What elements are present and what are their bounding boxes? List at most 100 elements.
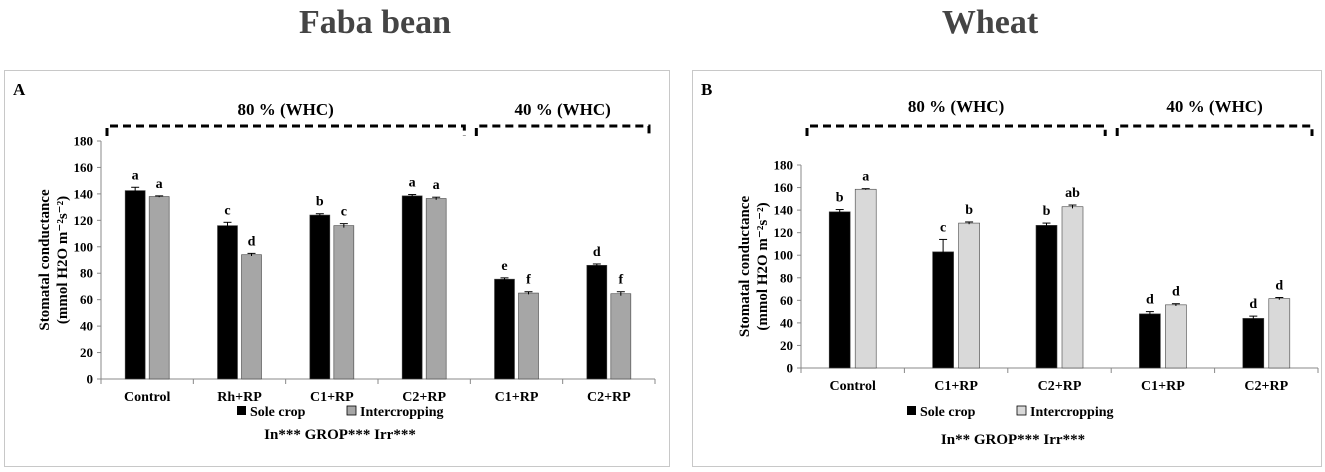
y-tick-label: 80: [780, 270, 793, 285]
x-tick-label: Control: [829, 379, 876, 394]
significance-letter: a: [409, 176, 416, 191]
y-axis-label-line1: Stomatal conductance: [737, 196, 753, 338]
y-tick-label: 160: [774, 180, 794, 195]
y-axis-label-line2: (mmol H2O m⁻²s⁻²): [755, 202, 771, 330]
y-tick-label: 100: [774, 248, 794, 263]
x-tick-label: Control: [124, 390, 171, 405]
y-tick-label: 40: [780, 315, 793, 330]
bar-sole-crop: [494, 278, 515, 380]
group-label: 80 % (WHC): [908, 97, 1004, 116]
bar-sole-crop: [828, 211, 851, 369]
significance-letter: f: [526, 273, 531, 288]
group-bracket: [474, 124, 651, 136]
chart-a: A 0 20 40 60 80 100 120 140 160 180 Stomatal conduc…: [13, 80, 656, 443]
bar-intercropping: [1165, 304, 1187, 369]
x-tick-label: C2+RP: [402, 390, 446, 405]
panel-b: B 0 20 40 60 80 100 120 140 160 180 Stomatal conduc…: [692, 70, 1322, 467]
faba-bean-title: Faba bean: [298, 4, 452, 41]
significance-letter: ab: [1065, 186, 1080, 201]
significance-letter: c: [341, 205, 347, 220]
y-tick-label: 0: [787, 361, 794, 376]
y-tick-label: 140: [774, 203, 794, 218]
x-tick-label: C2+RP: [1038, 379, 1082, 394]
bar-intercropping: [610, 293, 632, 380]
y-tick-label: 60: [80, 292, 93, 307]
legend-swatch-intercropping: [346, 405, 357, 416]
bar-sole-crop: [1242, 318, 1265, 369]
stats-note: In** GROP*** Irr***: [941, 432, 1085, 448]
y-tick-label: 20: [80, 345, 93, 360]
panel-label: B: [701, 80, 712, 99]
bar-intercropping: [1061, 206, 1084, 369]
significance-letter: a: [433, 178, 440, 193]
x-tick-label: Rh+RP: [217, 390, 262, 405]
significance-letter: d: [1275, 279, 1283, 294]
legend-swatch-sole-crop: [237, 406, 246, 415]
significance-letter: e: [501, 259, 507, 274]
panel-label: A: [13, 80, 26, 99]
bar-sole-crop: [401, 195, 423, 380]
x-tick-label: C1+RP: [310, 390, 354, 405]
bar-sole-crop: [124, 190, 146, 380]
bar-intercropping: [518, 292, 539, 380]
significance-letter: d: [593, 245, 601, 260]
significance-letter: f: [618, 273, 623, 288]
group-label: 80 % (WHC): [238, 100, 334, 119]
legend-label-sole-crop: Sole crop: [920, 405, 976, 420]
bar-intercropping: [148, 196, 170, 380]
significance-letter: c: [940, 220, 946, 235]
x-tick-label: C1+RP: [934, 379, 978, 394]
y-tick-label: 80: [80, 266, 93, 281]
x-tick-label: C2+RP: [587, 390, 631, 405]
legend-swatch-sole-crop: [907, 406, 916, 415]
y-tick-label: 0: [87, 372, 94, 387]
group-label: 40 % (WHC): [515, 100, 611, 119]
significance-letter: a: [156, 177, 163, 192]
y-axis-label-line2: (mmol H2O m⁻²s⁻²): [55, 196, 71, 324]
y-tick-label: 140: [74, 186, 94, 201]
significance-letter: b: [1043, 204, 1051, 219]
bar-sole-crop: [217, 225, 238, 380]
wheat-title: Wheat: [941, 4, 1039, 41]
y-tick-label: 120: [74, 213, 94, 228]
bar-sole-crop: [586, 264, 608, 380]
bar-intercropping: [854, 188, 877, 369]
significance-letter: d: [248, 234, 256, 249]
significance-letter: b: [836, 191, 844, 206]
panel-a: A 0 20 40 60 80 100 120 140 160 180 Stomatal conduc…: [4, 70, 670, 467]
significance-letter: b: [316, 195, 324, 210]
bar-sole-crop: [1035, 225, 1058, 369]
stats-note: In*** GROP*** Irr***: [264, 427, 416, 443]
bar-sole-crop: [1139, 313, 1161, 369]
legend-label-sole-crop: Sole crop: [250, 405, 306, 420]
significance-letter: d: [1172, 285, 1180, 300]
significance-letter: a: [132, 168, 139, 183]
bar-intercropping: [958, 222, 980, 369]
group-label: 40 % (WHC): [1166, 97, 1262, 116]
y-tick-label: 180: [774, 158, 794, 173]
y-tick-label: 100: [74, 239, 94, 254]
group-bracket: [805, 124, 1107, 136]
chart-b: B 0 20 40 60 80 100 120 140 160 180 Stomatal conduc…: [701, 80, 1319, 448]
bar-sole-crop: [932, 251, 954, 369]
significance-letter: d: [1146, 293, 1154, 308]
significance-letter: c: [224, 203, 230, 218]
y-tick-label: 20: [780, 338, 793, 353]
group-bracket: [105, 124, 466, 136]
bar-intercropping: [425, 198, 447, 380]
y-tick-label: 120: [774, 225, 794, 240]
y-tick-label: 160: [74, 160, 94, 175]
y-axis-label-line1: Stomatal conductance: [37, 189, 53, 331]
bar-sole-crop: [309, 214, 331, 380]
y-tick-label: 60: [780, 293, 793, 308]
bar-intercropping: [333, 225, 355, 380]
x-tick-label: C1+RP: [495, 390, 539, 405]
legend-label-intercropping: Intercropping: [360, 405, 444, 420]
y-tick-label: 40: [80, 319, 93, 334]
group-bracket: [1115, 124, 1314, 136]
legend-label-intercropping: Intercropping: [1030, 405, 1114, 420]
legend-swatch-intercropping: [1016, 405, 1027, 416]
bar-intercropping: [1268, 298, 1291, 369]
significance-letter: b: [965, 203, 973, 218]
x-tick-label: C1+RP: [1141, 379, 1185, 394]
